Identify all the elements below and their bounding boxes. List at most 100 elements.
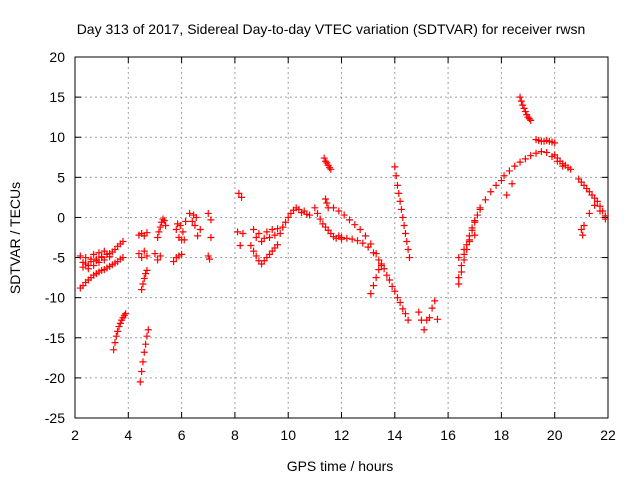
series-arc-i bbox=[154, 215, 170, 241]
data-point bbox=[252, 234, 260, 241]
data-point bbox=[527, 152, 535, 160]
data-point bbox=[143, 332, 151, 340]
data-point bbox=[180, 236, 188, 244]
data-point bbox=[114, 327, 122, 335]
data-point bbox=[234, 228, 242, 236]
series-arc-m bbox=[186, 209, 204, 240]
data-point bbox=[106, 253, 114, 261]
data-point bbox=[235, 189, 243, 197]
data-point bbox=[207, 216, 215, 224]
data-point bbox=[84, 265, 92, 273]
data-point bbox=[155, 228, 163, 236]
data-point bbox=[306, 211, 314, 219]
series-arc-ab bbox=[415, 297, 441, 334]
data-point bbox=[160, 217, 168, 225]
series-arc-g bbox=[135, 229, 151, 240]
data-point bbox=[252, 252, 260, 260]
series-arc-t bbox=[279, 204, 314, 231]
data-point bbox=[551, 139, 559, 147]
data-point bbox=[388, 282, 396, 290]
data-point bbox=[471, 218, 479, 226]
data-point bbox=[397, 205, 405, 213]
data-point bbox=[95, 258, 103, 266]
data-point bbox=[186, 209, 194, 217]
chart-title: Day 313 of 2017, Sidereal Day-to-day VTE… bbox=[77, 21, 586, 37]
data-point bbox=[82, 260, 90, 268]
series-arc-a bbox=[76, 254, 127, 292]
series-arc-aa bbox=[391, 163, 413, 262]
data-point bbox=[520, 104, 528, 112]
data-point bbox=[404, 246, 412, 254]
x-tick-label: 20 bbox=[547, 427, 563, 443]
data-point bbox=[139, 358, 147, 366]
data-point bbox=[322, 157, 330, 165]
data-point bbox=[247, 242, 255, 250]
data-point bbox=[521, 108, 529, 116]
data-point bbox=[172, 225, 180, 233]
x-tick-label: 4 bbox=[124, 427, 132, 443]
data-point bbox=[268, 225, 276, 233]
series-arc-l bbox=[172, 217, 190, 244]
data-point bbox=[115, 323, 123, 331]
x-tick-label: 10 bbox=[280, 427, 296, 443]
data-point bbox=[327, 165, 335, 173]
data-point bbox=[577, 225, 585, 233]
data-point bbox=[119, 238, 127, 246]
data-point bbox=[481, 196, 489, 204]
data-point bbox=[359, 239, 367, 247]
data-point bbox=[151, 250, 159, 258]
x-axis-label: GPS time / hours bbox=[287, 458, 394, 474]
data-point bbox=[364, 243, 372, 251]
data-point bbox=[144, 326, 152, 334]
data-point bbox=[391, 163, 399, 171]
data-point bbox=[111, 339, 119, 347]
data-point bbox=[375, 266, 383, 274]
data-point bbox=[503, 191, 511, 199]
y-tick-label: 20 bbox=[49, 49, 65, 65]
data-point bbox=[348, 235, 356, 243]
data-point bbox=[338, 235, 345, 243]
data-point bbox=[206, 255, 214, 263]
series-arc-al bbox=[577, 221, 588, 239]
x-tick-label: 22 bbox=[600, 427, 616, 443]
data-point bbox=[207, 234, 215, 241]
y-tick-label: 15 bbox=[49, 89, 65, 105]
data-point bbox=[511, 162, 519, 170]
data-point bbox=[122, 310, 130, 318]
data-point bbox=[274, 241, 282, 249]
series-arc-ah bbox=[516, 93, 535, 124]
data-point bbox=[596, 207, 604, 215]
data-point bbox=[138, 367, 146, 375]
data-point bbox=[516, 158, 524, 166]
data-point bbox=[351, 221, 359, 229]
data-point bbox=[238, 193, 246, 201]
data-point bbox=[401, 229, 409, 237]
data-point bbox=[383, 271, 391, 279]
data-point bbox=[516, 93, 524, 101]
data-point bbox=[415, 308, 423, 316]
data-point bbox=[260, 234, 268, 242]
data-point bbox=[87, 258, 95, 266]
data-point bbox=[392, 172, 400, 180]
data-point bbox=[517, 97, 525, 105]
data-point bbox=[159, 215, 167, 223]
data-point bbox=[369, 282, 377, 290]
data-point bbox=[162, 221, 170, 229]
series-arc-e bbox=[136, 326, 152, 386]
data-point bbox=[154, 256, 162, 264]
data-point bbox=[361, 232, 369, 240]
data-point bbox=[400, 221, 408, 229]
data-point bbox=[396, 298, 404, 306]
data-point bbox=[178, 250, 186, 258]
data-point bbox=[176, 221, 184, 229]
data-point bbox=[399, 305, 407, 313]
data-point bbox=[455, 254, 463, 262]
data-point bbox=[154, 234, 162, 241]
series-arc-aj bbox=[551, 151, 575, 173]
x-tick-label: 16 bbox=[440, 427, 456, 443]
series-arc-ak bbox=[575, 175, 609, 220]
data-point bbox=[314, 209, 322, 217]
data-point bbox=[156, 223, 164, 231]
series-arc-o bbox=[204, 209, 215, 224]
